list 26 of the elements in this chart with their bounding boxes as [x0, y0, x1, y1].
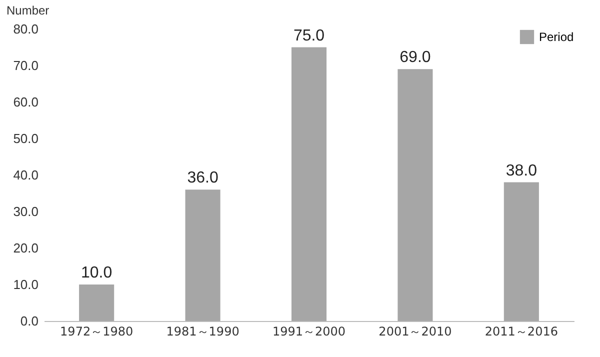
data-label: 75.0 [293, 27, 325, 44]
x-tick-label: 1972～1980 [60, 324, 134, 338]
y-tick-label: 30.0 [13, 204, 38, 219]
x-tick-label: 1991～2000 [272, 324, 346, 338]
x-tick-label: 1981～1990 [166, 324, 240, 338]
y-tick-label: 20.0 [13, 240, 38, 256]
y-tick-label: 40.0 [13, 168, 38, 182]
data-label: 10.0 [81, 264, 112, 282]
y-tick-label: 70.0 [13, 58, 38, 73]
y-tick-label: 60.0 [13, 94, 38, 110]
bar [504, 182, 539, 321]
y-tick-label: 10.0 [13, 277, 38, 292]
bar [398, 69, 433, 321]
data-label: 36.0 [187, 170, 218, 187]
x-tick-label: 2011～2016 [484, 324, 558, 338]
x-tick-label: 2001～2010 [378, 324, 452, 338]
y-tick-label: 0.0 [20, 314, 38, 328]
bar [185, 190, 220, 321]
y-tick-label: 80.0 [13, 22, 38, 36]
data-label: 69.0 [400, 49, 431, 66]
bar [291, 47, 327, 321]
bar [79, 284, 114, 321]
y-axis-title: Number [6, 4, 50, 18]
data-label: 38.0 [506, 162, 538, 180]
y-tick-label: 50.0 [13, 131, 38, 146]
legend-label: Period [539, 30, 574, 44]
